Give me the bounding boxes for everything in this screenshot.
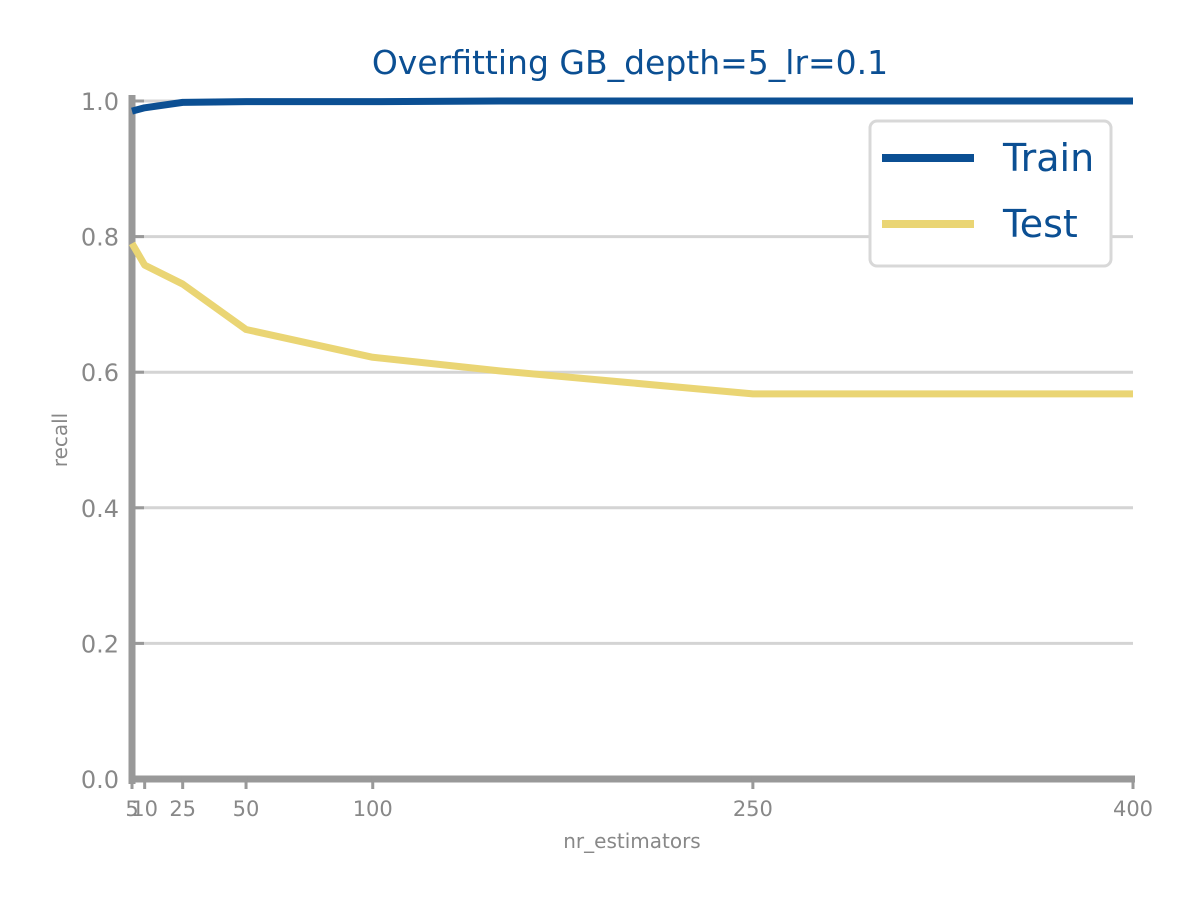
x-tick-label: 10 <box>131 797 158 821</box>
series-line-test <box>128 241 1133 398</box>
x-tick-label: 5 <box>125 797 138 821</box>
legend-label-test: Test <box>1002 202 1078 246</box>
text-layer: Overfitting GB_depth=5_lr=0.1 nr_estimat… <box>48 43 1153 853</box>
series-line-train <box>131 97 1133 115</box>
legend-label-train: Train <box>1002 136 1094 180</box>
y-tick-label: 0.6 <box>81 359 119 387</box>
series-layer <box>128 97 1133 398</box>
x-tick-label: 250 <box>733 797 773 821</box>
axis-layer <box>128 95 1135 789</box>
y-tick-label: 0.4 <box>81 495 119 523</box>
legend: Train Test <box>868 119 1113 268</box>
chart-title: Overfitting GB_depth=5_lr=0.1 <box>372 43 888 82</box>
y-tick-label: 0.8 <box>81 224 119 252</box>
x-tick-label: 100 <box>353 797 393 821</box>
y-tick-label: 0.2 <box>81 630 119 658</box>
x-tick-label: 50 <box>233 797 260 821</box>
x-tick-label: 400 <box>1113 797 1153 821</box>
y-axis-label: recall <box>48 413 72 467</box>
x-axis-label: nr_estimators <box>563 829 700 853</box>
y-tick-label: 0.0 <box>81 766 119 794</box>
x-tick-label: 25 <box>169 797 196 821</box>
y-tick-label: 1.0 <box>81 88 119 116</box>
